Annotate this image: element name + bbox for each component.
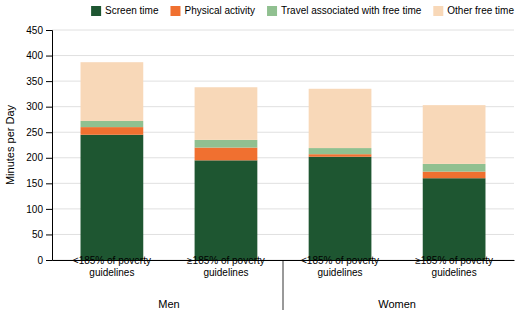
y-tick-label: 350	[26, 76, 43, 87]
bar-segment	[81, 127, 144, 135]
y-tick: 50	[32, 229, 52, 240]
bar-series	[81, 62, 486, 164]
bar-segment	[309, 89, 372, 148]
y-tick: 100	[26, 204, 52, 215]
y-tick-label: 150	[26, 178, 43, 189]
y-tick: 0	[37, 255, 52, 266]
y-tick-mark	[46, 158, 52, 159]
legend-swatch	[91, 6, 101, 16]
y-tick: 400	[26, 50, 52, 61]
x-tick: <185% of povertyguidelines	[73, 255, 151, 278]
group-label: Women	[378, 298, 416, 310]
bar-segment	[423, 172, 486, 179]
legend-item: Travel associated with free time	[267, 5, 422, 16]
y-tick-label: 400	[26, 50, 43, 61]
bar-segment	[195, 140, 258, 148]
legend: Screen time Physical activity Travel assoc…	[91, 5, 514, 16]
x-tick-label-line: guidelines	[89, 267, 134, 278]
y-tick-label: 300	[26, 101, 43, 112]
bar-segment	[309, 148, 372, 154]
y-tick: 150	[26, 178, 52, 189]
y-axis-title: Minutes per Day	[4, 104, 16, 185]
bar-segment	[81, 62, 144, 121]
x-tick-label-line: ≥185% of poverty	[415, 255, 493, 266]
bar-segment	[81, 121, 144, 127]
y-tick-mark	[46, 209, 52, 210]
legend-label: Other free time	[447, 5, 514, 16]
bar-segment	[195, 160, 258, 260]
y-tick-label: 50	[32, 229, 44, 240]
legend-swatch	[267, 6, 277, 16]
y-tick-label: 200	[26, 152, 43, 163]
x-tick: <185% of povertyguidelines	[301, 255, 379, 278]
x-tick-label: ≥185% of povertyguidelines	[415, 255, 493, 278]
x-tick-label-line: <185% of poverty	[73, 255, 151, 266]
bar-segment	[195, 87, 258, 140]
x-tick-label-line: guidelines	[203, 267, 248, 278]
y-tick-mark	[46, 56, 52, 57]
y-tick: 200	[26, 152, 52, 163]
legend-swatch	[433, 6, 443, 16]
x-tick: ≥185% of povertyguidelines	[187, 255, 265, 278]
legend-item: Other free time	[433, 5, 514, 16]
x-tick-label: <185% of povertyguidelines	[301, 255, 379, 278]
y-tick-label: 450	[26, 25, 43, 36]
legend-item: Physical activity	[170, 5, 255, 16]
y-tick: 450	[26, 25, 52, 36]
y-tick-mark	[46, 234, 52, 235]
y-tick-mark	[46, 183, 52, 184]
plot: 0 50 100 150 200 250 300 350 400 450 <185% of pove…	[26, 25, 514, 310]
bar-segment	[195, 148, 258, 161]
grid-line	[52, 30, 514, 31]
bar-segment	[309, 157, 372, 260]
x-tick-label-line: guidelines	[318, 267, 363, 278]
x-tick-label-line: <185% of poverty	[301, 255, 379, 266]
bars	[81, 62, 486, 260]
y-tick-mark	[46, 132, 52, 133]
y-tick-mark	[46, 260, 52, 261]
grid	[52, 30, 514, 260]
bar-segment	[423, 178, 486, 260]
y-tick: 350	[26, 76, 52, 87]
y-tick: 300	[26, 101, 52, 112]
x-axis: <185% of povertyguidelines≥185% of pover…	[53, 255, 515, 278]
group-separator	[283, 260, 284, 310]
bar-segment	[309, 154, 372, 157]
group-label: Men	[158, 298, 179, 310]
x-tick-label-line: guidelines	[432, 267, 477, 278]
legend-label: Screen time	[105, 5, 159, 16]
bar-segment	[423, 164, 486, 172]
grid-line	[52, 55, 514, 56]
y-axis: 0 50 100 150 200 250 300 350 400 450	[26, 25, 52, 266]
chart: 0 50 100 150 200 250 300 350 400 450 <185% of pove…	[0, 0, 528, 318]
y-axis-line	[46, 31, 53, 261]
y-tick-mark	[46, 30, 52, 31]
y-tick-mark	[46, 107, 52, 108]
bar-segment	[81, 135, 144, 260]
y-tick: 250	[26, 127, 52, 138]
y-tick-mark	[46, 81, 52, 82]
x-tick-label: <185% of povertyguidelines	[73, 255, 151, 278]
legend-label: Travel associated with free time	[281, 5, 422, 16]
x-tick-label-line: ≥185% of poverty	[187, 255, 265, 266]
y-tick-label: 100	[26, 204, 43, 215]
legend-label: Physical activity	[184, 5, 255, 16]
legend-swatch	[170, 6, 180, 16]
x-tick: ≥185% of povertyguidelines	[415, 255, 493, 278]
y-tick-label: 0	[37, 255, 43, 266]
x-tick-label: ≥185% of povertyguidelines	[187, 255, 265, 278]
y-tick-label: 250	[26, 127, 43, 138]
legend-item: Screen time	[91, 5, 159, 16]
bar-segment	[423, 105, 486, 164]
